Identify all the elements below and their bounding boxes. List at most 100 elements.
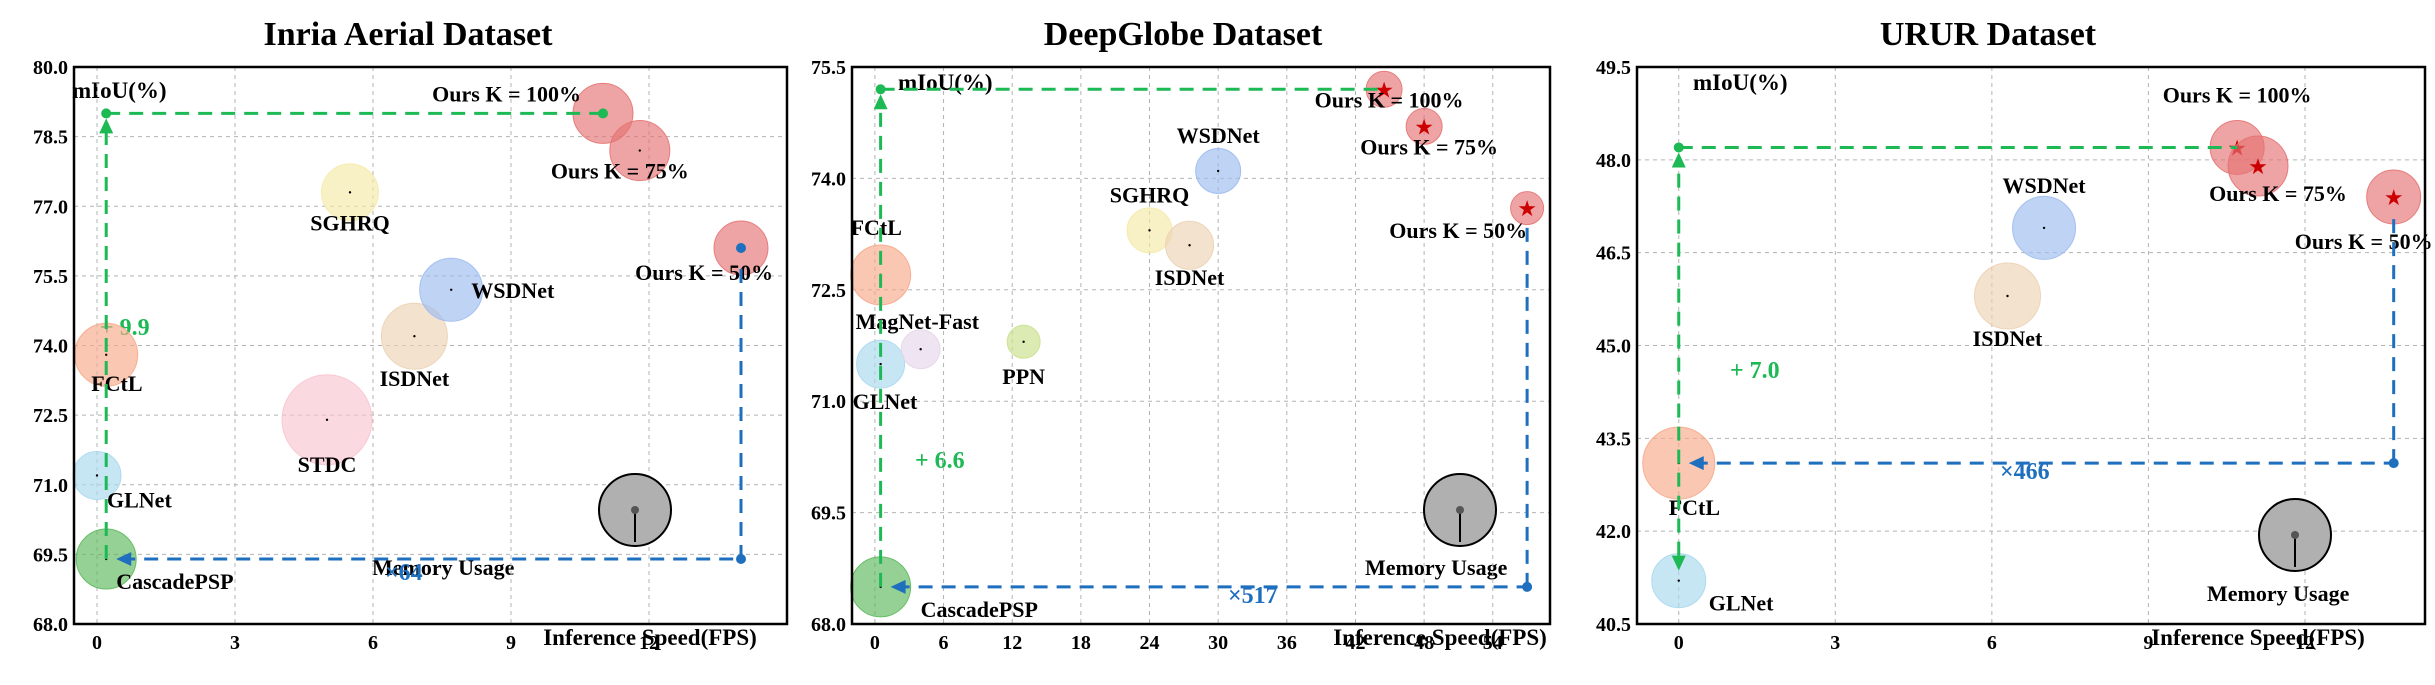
blue-guide-node	[736, 554, 746, 565]
star-marker: ★	[1374, 77, 1394, 102]
point-label-ours-k-100: Ours K = 100%	[2163, 82, 2312, 107]
blue-guide-node	[2388, 458, 2399, 469]
speedup-label-inria: ×64	[385, 560, 423, 586]
green-down-arrowhead	[1671, 555, 1686, 571]
x-tick-label: 48	[1414, 632, 1434, 654]
y-tick-label: 80.0	[33, 57, 68, 79]
center-dot	[450, 288, 453, 291]
y-tick-label: 74.0	[811, 168, 846, 190]
panel-inria: Inria Aerial Dataset mIoU(%) Inference S…	[33, 16, 789, 654]
point-label-stdc: STDC	[298, 452, 357, 477]
y-tick-label: 49.5	[1596, 57, 1631, 79]
y-tick-label: 43.5	[1596, 428, 1631, 450]
center-dot	[348, 191, 352, 194]
y-tick-label: 40.5	[1596, 614, 1631, 636]
point-label-wsdnet: WSDNet	[2002, 173, 2086, 198]
y-tick-label: 75.5	[811, 57, 846, 79]
point-label-fctl: FCtL	[1669, 495, 1720, 520]
point-label-glnet: GLNet	[107, 487, 172, 512]
point-marker	[598, 108, 608, 119]
x-tick-label: 0	[870, 632, 880, 654]
center-dot	[1022, 340, 1025, 343]
green-arrowhead	[1671, 152, 1686, 168]
star-marker: ★	[1517, 196, 1537, 221]
memory-usage-label-deepglobe: Memory Usage	[1365, 555, 1508, 580]
point-label-wsdnet: WSDNet	[1177, 123, 1261, 148]
y-tick-label: 71.0	[811, 391, 846, 413]
x-axis-label-inria: Inference Speed(FPS)	[543, 625, 757, 650]
x-tick-label: 36	[1277, 632, 1297, 654]
x-tick-label: 0	[1674, 632, 1684, 654]
x-tick-label: 12	[639, 632, 659, 654]
x-tick-label: 9	[506, 632, 516, 654]
point-label-fctl: FCtL	[91, 371, 142, 396]
y-tick-label: 45.0	[1596, 336, 1631, 358]
point-label-cascadepsp: CascadePSP	[116, 569, 233, 594]
bubble-ours-k-75	[2227, 135, 2289, 197]
star-marker: ★	[2248, 154, 2268, 179]
blue-arrowhead	[116, 552, 132, 567]
x-tick-label: 0	[92, 632, 102, 654]
center-dot	[1216, 169, 1220, 173]
point-label-ours-k-100: Ours K = 100%	[432, 81, 581, 106]
point-label-sghrq: SGHRQ	[310, 210, 389, 235]
point-label-fctl: FCtL	[851, 215, 902, 240]
x-tick-label: 30	[1208, 632, 1228, 654]
point-label-ours-k-50: Ours K = 50%	[1389, 218, 1527, 243]
center-dot	[1677, 579, 1680, 582]
x-tick-label: 12	[1002, 632, 1022, 654]
memory-usage-center	[1456, 506, 1464, 514]
point-label-glnet: GLNet	[1709, 591, 1774, 616]
point-label-ours-k-50: Ours K = 50%	[2295, 229, 2433, 254]
chart-title-urur: URUR Dataset	[1880, 16, 2097, 53]
green-arrowhead	[99, 118, 114, 134]
y-tick-label: 42.0	[1596, 521, 1631, 543]
point-label-isdnet: ISDNet	[1155, 265, 1225, 290]
y-axis-label-deepglobe: mIoU(%)	[898, 70, 993, 95]
y-tick-label: 72.5	[33, 405, 68, 427]
y-tick-label: 75.5	[33, 266, 68, 288]
center-dot	[638, 149, 641, 152]
blue-arrowhead	[1688, 456, 1704, 471]
x-tick-label: 3	[1830, 632, 1840, 654]
x-tick-label: 12	[2295, 632, 2315, 654]
plot-frame	[850, 65, 1552, 626]
x-tick-label: 6	[939, 632, 949, 654]
point-label-wsdnet: WSDNet	[471, 278, 555, 303]
chart-title-deepglobe: DeepGlobe Dataset	[1044, 16, 1323, 53]
center-dot	[879, 362, 882, 366]
point-label-ours-k-50: Ours K = 50%	[635, 260, 773, 285]
center-dot	[1188, 244, 1191, 247]
point-label-cascadepsp: CascadePSP	[921, 597, 1038, 622]
point-label-ours-k-100: Ours K = 100%	[1315, 87, 1464, 112]
memory-usage-center	[631, 506, 639, 514]
y-tick-label: 69.5	[33, 544, 68, 566]
x-tick-label: 6	[1987, 632, 1997, 654]
y-tick-label: 48.0	[1596, 150, 1631, 172]
y-axis-label-inria: mIoU(%)	[72, 78, 167, 103]
memory-usage-center	[2291, 531, 2299, 539]
point-label-ours-k-75: Ours K = 75%	[2209, 181, 2347, 206]
gain-label-deepglobe: + 6.6	[915, 448, 965, 474]
star-marker: ★	[1414, 114, 1434, 139]
x-tick-label: 24	[1140, 632, 1160, 654]
x-tick-label: 6	[368, 632, 378, 654]
star-marker: ★	[2384, 185, 2404, 210]
point-label-sghrq: SGHRQ	[1110, 182, 1189, 207]
gain-label-urur: + 7.0	[1730, 358, 1780, 384]
plot-frame	[1635, 65, 2427, 626]
x-axis-label-deepglobe: Inference Speed(FPS)	[1333, 625, 1547, 650]
y-tick-label: 78.5	[33, 127, 68, 149]
point-label-ours-k-75: Ours K = 75%	[551, 159, 689, 184]
bubble-ours-k-75	[1405, 107, 1443, 145]
y-tick-label: 68.0	[811, 614, 846, 636]
y-tick-label: 77.0	[33, 196, 68, 218]
point-label-glnet: GLNet	[853, 389, 918, 414]
y-tick-label: 46.5	[1596, 243, 1631, 265]
blue-guide-node	[1522, 581, 1533, 592]
x-tick-label: 18	[1071, 632, 1091, 654]
point-label-magnet-fast: MagNet-Fast	[856, 309, 980, 334]
center-dot	[325, 418, 329, 421]
memory-usage-label-urur: Memory Usage	[2207, 581, 2350, 606]
